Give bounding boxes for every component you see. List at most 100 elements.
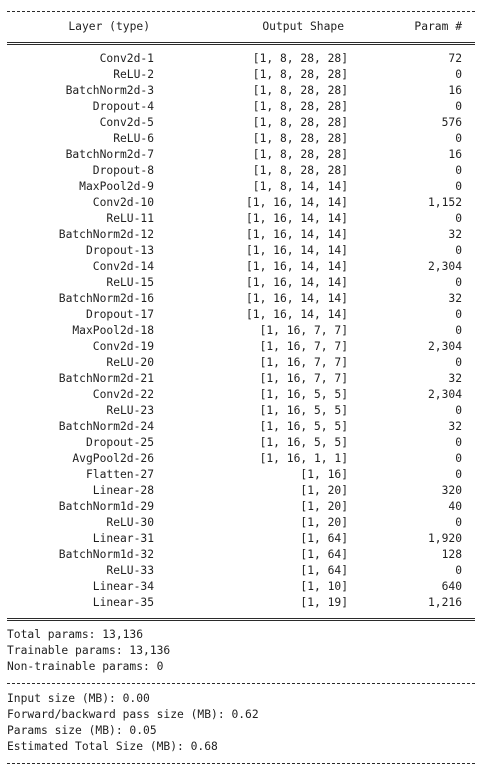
table-row: BatchNorm2d-16 [1, 16, 14, 14] 32 (7, 291, 475, 307)
params-size: Params size (MB): 0.05 (7, 724, 157, 737)
param-count: 40 (448, 500, 462, 513)
output-shape: [1, 16, 14, 14] (245, 196, 348, 209)
param-count: 1,152 (427, 196, 462, 209)
table-row: Conv2d-22 [1, 16, 5, 5] 2,304 (7, 387, 475, 403)
layer-name: ReLU-11 (106, 212, 154, 225)
layer-name: Conv2d-14 (92, 260, 154, 273)
table-row: Flatten-27 [1, 16] 0 (7, 467, 475, 483)
table-row: Conv2d-14 [1, 16, 14, 14] 2,304 (7, 259, 475, 275)
layer-name: Conv2d-22 (92, 388, 154, 401)
output-shape: [1, 8, 28, 28] (252, 84, 348, 97)
layer-name: MaxPool2d-18 (72, 324, 154, 337)
param-count: 1,920 (427, 532, 462, 545)
param-count: 1,216 (427, 596, 462, 609)
table-row: ReLU-6 [1, 8, 28, 28] 0 (7, 131, 475, 147)
input-size: Input size (MB): 0.00 (7, 692, 150, 705)
param-count: 576 (441, 116, 462, 129)
output-shape: [1, 8, 28, 28] (252, 52, 348, 65)
layer-name: ReLU-6 (113, 132, 154, 145)
layer-name: Conv2d-5 (99, 116, 154, 129)
layer-name: ReLU-23 (106, 404, 154, 417)
forward-backward-size: Forward/backward pass size (MB): 0.62 (7, 708, 259, 721)
table-bottom-divider (7, 611, 475, 621)
table-row: MaxPool2d-9 [1, 8, 14, 14] 0 (7, 179, 475, 195)
param-count: 0 (455, 404, 462, 417)
layer-name: BatchNorm1d-29 (58, 500, 154, 513)
output-shape: [1, 16, 1, 1] (259, 452, 348, 465)
table-row: Linear-34 [1, 10] 640 (7, 579, 475, 595)
table-row: Dropout-4 [1, 8, 28, 28] 0 (7, 99, 475, 115)
table-row: ReLU-23 [1, 16, 5, 5] 0 (7, 403, 475, 419)
layer-name: ReLU-15 (106, 276, 154, 289)
output-shape: [1, 16, 14, 14] (245, 308, 348, 321)
layer-name: BatchNorm2d-21 (58, 372, 154, 385)
output-shape: [1, 16, 5, 5] (259, 404, 348, 417)
table-header: Layer (type) Output Shape Param # (7, 19, 475, 35)
table-row: Conv2d-5 [1, 8, 28, 28] 576 (7, 115, 475, 131)
param-count: 72 (448, 52, 462, 65)
output-shape: [1, 19] (300, 596, 348, 609)
table-row: Dropout-25 [1, 16, 5, 5] 0 (7, 435, 475, 451)
params-divider (7, 675, 475, 684)
model-summary-output: Layer (type) Output Shape Param # Conv2d… (7, 3, 475, 771)
param-count: 0 (455, 356, 462, 369)
table-row: BatchNorm2d-3 [1, 8, 28, 28] 16 (7, 83, 475, 99)
layer-name: BatchNorm2d-7 (65, 148, 154, 161)
table-row: ReLU-33 [1, 64] 0 (7, 563, 475, 579)
output-shape: [1, 16, 14, 14] (245, 212, 348, 225)
output-shape: [1, 20] (300, 484, 348, 497)
layer-name: Dropout-4 (92, 100, 154, 113)
header-output-shape: Output Shape (262, 20, 344, 33)
layer-name: Conv2d-1 (99, 52, 154, 65)
param-count: 320 (441, 484, 462, 497)
param-count: 2,304 (427, 388, 462, 401)
param-count: 0 (455, 212, 462, 225)
output-shape: [1, 16, 14, 14] (245, 228, 348, 241)
param-count: 128 (441, 548, 462, 561)
table-row: Dropout-13 [1, 16, 14, 14] 0 (7, 243, 475, 259)
output-shape: [1, 8, 28, 28] (252, 100, 348, 113)
table-row: BatchNorm2d-7 [1, 8, 28, 28] 16 (7, 147, 475, 163)
total-params: Total params: 13,136 (7, 628, 144, 641)
layer-name: Dropout-25 (85, 436, 154, 449)
output-shape: [1, 16, 14, 14] (245, 292, 348, 305)
top-divider (7, 3, 475, 12)
bottom-divider (7, 755, 475, 764)
table-row: BatchNorm2d-12 [1, 16, 14, 14] 32 (7, 227, 475, 243)
output-shape: [1, 16, 7, 7] (259, 340, 348, 353)
output-shape: [1, 8, 28, 28] (252, 164, 348, 177)
output-shape: [1, 64] (300, 548, 348, 561)
table-row: ReLU-11 [1, 16, 14, 14] 0 (7, 211, 475, 227)
param-count: 0 (455, 516, 462, 529)
output-shape: [1, 16, 14, 14] (245, 244, 348, 257)
layer-name: BatchNorm2d-24 (58, 420, 154, 433)
layer-name: ReLU-20 (106, 356, 154, 369)
param-count: 640 (441, 580, 462, 593)
param-count: 32 (448, 420, 462, 433)
layer-name: BatchNorm2d-16 (58, 292, 154, 305)
output-shape: [1, 64] (300, 532, 348, 545)
param-count: 0 (455, 180, 462, 193)
table-row: BatchNorm2d-24 [1, 16, 5, 5] 32 (7, 419, 475, 435)
param-count: 16 (448, 148, 462, 161)
param-count: 2,304 (427, 340, 462, 353)
output-shape: [1, 8, 28, 28] (252, 116, 348, 129)
output-shape: [1, 16, 5, 5] (259, 420, 348, 433)
table-row: BatchNorm1d-29 [1, 20] 40 (7, 499, 475, 515)
param-count: 0 (455, 164, 462, 177)
layer-name: Dropout-8 (92, 164, 154, 177)
table-row: Conv2d-1 [1, 8, 28, 28] 72 (7, 51, 475, 67)
output-shape: [1, 8, 14, 14] (252, 180, 348, 193)
output-shape: [1, 8, 28, 28] (252, 132, 348, 145)
layer-name: ReLU-2 (113, 68, 154, 81)
param-count: 0 (455, 100, 462, 113)
table-row: ReLU-20 [1, 16, 7, 7] 0 (7, 355, 475, 371)
param-count: 0 (455, 564, 462, 577)
output-shape: [1, 10] (300, 580, 348, 593)
param-count: 32 (448, 228, 462, 241)
output-shape: [1, 16, 7, 7] (259, 372, 348, 385)
output-shape: [1, 64] (300, 564, 348, 577)
layer-name: Linear-34 (92, 580, 154, 593)
output-shape: [1, 16, 14, 14] (245, 260, 348, 273)
param-count: 0 (455, 68, 462, 81)
